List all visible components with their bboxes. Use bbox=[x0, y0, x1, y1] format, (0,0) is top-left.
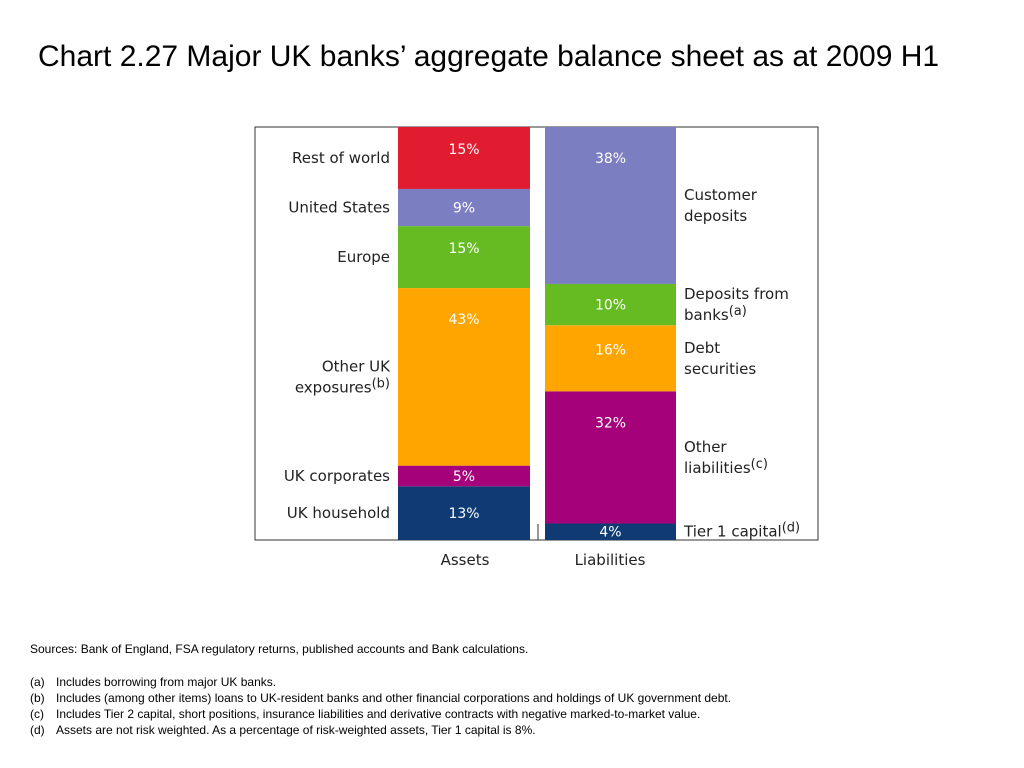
bar-segment-assets-united-states bbox=[398, 188, 530, 227]
segment-label-customer-deposits: deposits bbox=[684, 207, 747, 225]
footnote-key: (b) bbox=[30, 691, 45, 705]
bar-segment-assets-uk-household bbox=[398, 486, 530, 540]
data-label-tier-1-capital: 4% bbox=[599, 525, 621, 541]
note-marker: (c) bbox=[751, 457, 768, 472]
data-label-europe: 15% bbox=[448, 241, 479, 257]
bar-segment-assets-rest-of-world bbox=[398, 127, 530, 189]
footnote-text: Includes Tier 2 capital, short positions… bbox=[56, 707, 701, 721]
data-label-debt-securities: 16% bbox=[595, 342, 626, 358]
bar-segment-liabilities-deposits-from-banks bbox=[545, 283, 676, 326]
bar-segment-liabilities-other-liabilities bbox=[545, 391, 676, 524]
bar-segment-assets-other-uk-exposures bbox=[398, 288, 530, 466]
chart-title: Chart 2.27 Major UK banks’ aggregate bal… bbox=[38, 40, 940, 73]
segment-label-customer-deposits: Customer bbox=[684, 186, 758, 204]
chart-frame bbox=[254, 126, 819, 541]
bar-segment-assets-uk-corporates bbox=[398, 465, 530, 487]
footnote-a: (a) Includes borrowing from major UK bank… bbox=[30, 674, 1010, 690]
footnote-d: (d) Assets are not risk weighted. As a pe… bbox=[30, 722, 1010, 738]
segment-label-debt-securities: Debt bbox=[684, 339, 720, 357]
segment-label-deposits-from-banks: Deposits from bbox=[684, 285, 789, 303]
segment-label-other-liabilities: Other bbox=[684, 438, 727, 456]
segment-label-other-uk-exposures: Other UK bbox=[322, 357, 391, 375]
data-label-uk-household: 13% bbox=[448, 506, 479, 522]
category-label-assets: Assets bbox=[441, 551, 490, 569]
data-label-united-states: 9% bbox=[453, 201, 475, 217]
note-marker: (d) bbox=[782, 521, 800, 536]
bar-segment-liabilities-tier-1-capital bbox=[545, 523, 676, 540]
note-marker: (a) bbox=[729, 304, 747, 319]
bar-segment-assets-europe bbox=[398, 226, 530, 289]
data-label-deposits-from-banks: 10% bbox=[595, 298, 626, 314]
segment-label-other-uk-exposures: exposures(b) bbox=[295, 376, 390, 396]
footnote-text: Includes (among other items) loans to UK… bbox=[56, 691, 732, 705]
footnote-c: (c) Includes Tier 2 capital, short positi… bbox=[30, 706, 1010, 722]
data-label-rest-of-world: 15% bbox=[448, 142, 479, 158]
data-label-customer-deposits: 38% bbox=[595, 151, 626, 167]
sources-text: Sources: Bank of England, FSA regulatory… bbox=[30, 642, 529, 656]
footnote-key: (c) bbox=[30, 707, 44, 721]
data-label-other-uk-exposures: 43% bbox=[448, 312, 479, 328]
segment-label-uk-household: UK household bbox=[287, 504, 390, 522]
segment-label-rest-of-world: Rest of world bbox=[292, 149, 390, 167]
footnotes: (a) Includes borrowing from major UK bank… bbox=[30, 674, 1010, 738]
note-marker: (b) bbox=[372, 376, 390, 391]
data-label-other-liabilities: 32% bbox=[595, 415, 626, 431]
footnote-key: (d) bbox=[30, 723, 45, 737]
footnote-key: (a) bbox=[30, 675, 45, 689]
data-label-uk-corporates: 5% bbox=[453, 469, 475, 485]
balance-sheet-chart: 13% UK household 5% UK corporates 43% Other U… bbox=[254, 126, 819, 569]
segment-label-europe: Europe bbox=[337, 248, 390, 266]
category-label-liabilities: Liabilities bbox=[575, 551, 646, 569]
segment-label-other-liabilities: liabilities(c) bbox=[684, 457, 768, 477]
footnote-b: (b) Includes (among other items) loans to… bbox=[30, 690, 1010, 706]
footnote-text: Assets are not risk weighted. As a perce… bbox=[56, 723, 536, 737]
bar-segment-liabilities-customer-deposits bbox=[545, 127, 676, 284]
segment-label-deposits-from-banks: banks(a) bbox=[684, 304, 747, 324]
segment-label-tier-1-capital: Tier 1 capital(d) bbox=[683, 521, 800, 541]
footnote-text: Includes borrowing from major UK banks. bbox=[56, 675, 277, 689]
segment-label-debt-securities: securities bbox=[684, 360, 756, 378]
segment-label-uk-corporates: UK corporates bbox=[284, 467, 390, 485]
segment-label-united-states: United States bbox=[288, 199, 390, 217]
bar-segment-liabilities-debt-securities bbox=[545, 325, 676, 392]
